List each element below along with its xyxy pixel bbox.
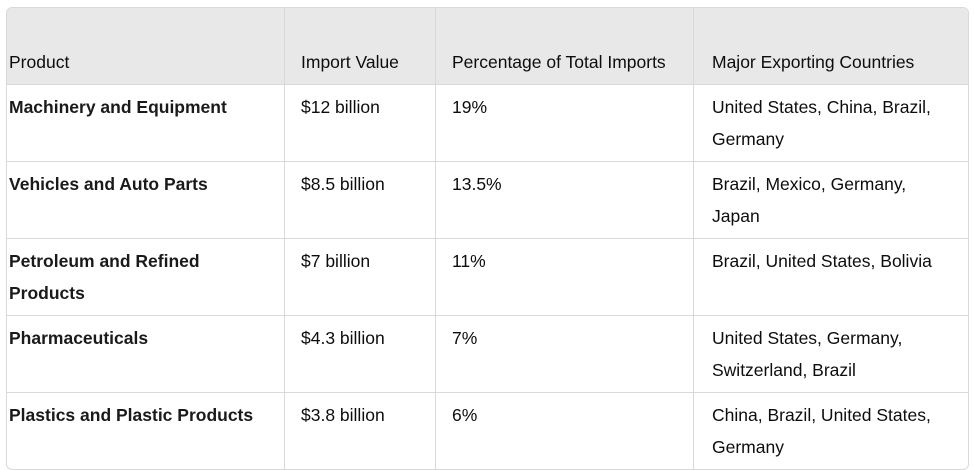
cell-import-value: $12 billion: [284, 84, 436, 162]
header-exporters: Major Exporting Countries: [712, 52, 915, 72]
cell-exporters: United States, Germany, Switzerland, Bra…: [712, 328, 903, 380]
table-header: Product Import Value Percentage of Total…: [7, 8, 968, 85]
cell-product: Plastics and Plastic Products: [7, 392, 285, 469]
cell-exporters: Brazil, United States, Bolivia: [712, 251, 932, 271]
cell-exporters: United States, China, Brazil, Germany: [712, 97, 931, 149]
header-percentage: Percentage of Total Imports: [435, 8, 694, 85]
cell-product: Petroleum and Refined Products: [7, 238, 285, 316]
cell-percentage: 19%: [435, 84, 694, 162]
cell-product: Pharmaceuticals: [7, 315, 285, 393]
cell-percentage: 13.5%: [435, 161, 694, 239]
cell-percentage: 11%: [435, 238, 694, 316]
cell-import-value: $7 billion: [284, 238, 436, 316]
cell-import-value: $8.5 billion: [284, 161, 436, 239]
table-row: Pharmaceuticals $4.3 billion 7% United S…: [7, 315, 968, 393]
header-product: Product: [7, 8, 285, 85]
table-row: Plastics and Plastic Products $3.8 billi…: [7, 392, 968, 469]
table-body: Machinery and Equipment $12 billion 19% …: [7, 84, 968, 469]
header-row: Product Import Value Percentage of Total…: [7, 8, 968, 85]
imports-table: Product Import Value Percentage of Total…: [7, 8, 968, 469]
cell-exporters: Brazil, Mexico, Germany, Japan: [712, 174, 907, 226]
header-import-value: Import Value: [284, 8, 436, 85]
table-row: Vehicles and Auto Parts $8.5 billion 13.…: [7, 161, 968, 239]
imports-table-container: Product Import Value Percentage of Total…: [6, 7, 969, 470]
cell-percentage: 7%: [435, 315, 694, 393]
cell-exporters: China, Brazil, United States, Germany: [712, 405, 931, 457]
cell-product: Machinery and Equipment: [7, 84, 285, 162]
table-row: Machinery and Equipment $12 billion 19% …: [7, 84, 968, 162]
cell-import-value: $3.8 billion: [284, 392, 436, 469]
cell-import-value: $4.3 billion: [284, 315, 436, 393]
table-row: Petroleum and Refined Products $7 billio…: [7, 238, 968, 316]
cell-product: Vehicles and Auto Parts: [7, 161, 285, 239]
cell-percentage: 6%: [435, 392, 694, 469]
